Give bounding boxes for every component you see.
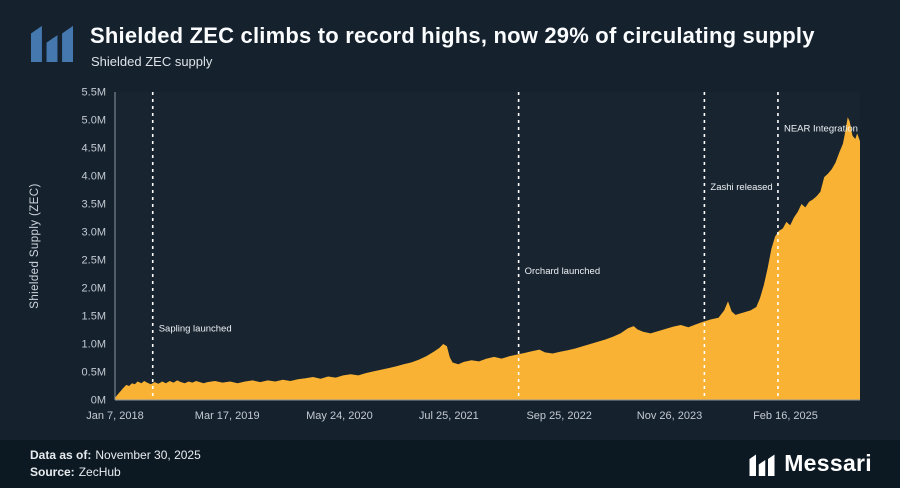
annotation-label: NEAR Integration: [784, 123, 858, 134]
y-tick-label: 2.5M: [82, 255, 106, 267]
x-tick-label: Feb 16, 2025: [753, 410, 818, 422]
chart-area: 0M 0.5M 1.0M 1.5M 2.0M 2.5M 3.0M 3.5M 4.0M 4.5M 5.…: [0, 85, 900, 430]
shielded-supply-chart: 0M 0.5M 1.0M 1.5M 2.0M 2.5M 3.0M 3.5M 4.0M 4.5M 5.…: [29, 87, 860, 422]
data-as-of-value: November 30, 2025: [95, 448, 201, 462]
annotation-label: Sapling launched: [159, 323, 232, 334]
y-tick-label: 1.5M: [82, 311, 106, 323]
footer-meta: Data as of: November 30, 2025 Source: ZecH…: [30, 447, 201, 481]
x-tick-label: Jan 7, 2018: [86, 410, 144, 422]
source: Source: ZecHub: [30, 464, 201, 481]
source-label: Source:: [30, 465, 75, 479]
y-tick-label: 2.0M: [82, 283, 106, 295]
messari-brand: Messari: [749, 450, 872, 477]
x-tick-label: May 24, 2020: [306, 410, 373, 422]
x-tick-label: Jul 25, 2021: [419, 410, 479, 422]
messari-logo-icon: [31, 25, 73, 62]
data-as-of-label: Data as of:: [30, 448, 92, 462]
source-value: ZecHub: [78, 465, 121, 479]
data-as-of: Data as of: November 30, 2025: [30, 447, 201, 464]
messari-footer-logo-icon: [749, 454, 775, 476]
footer-bar: Data as of: November 30, 2025 Source: ZecH…: [0, 440, 900, 488]
x-tick-label: Sep 25, 2022: [526, 410, 591, 422]
y-tick-label: 0.5M: [82, 367, 106, 379]
page-subtitle: Shielded ZEC supply: [91, 54, 213, 69]
y-tick-label: 5.5M: [82, 87, 106, 99]
supply-area-series: [115, 117, 860, 400]
y-tick-label: 0M: [91, 395, 106, 407]
annotation-label: Orchard launched: [525, 266, 601, 277]
y-tick-label: 4.5M: [82, 143, 106, 155]
y-tick-label: 3.0M: [82, 227, 106, 239]
y-tick-label: 3.5M: [82, 199, 106, 211]
y-tick-label: 4.0M: [82, 171, 106, 183]
page-title: Shielded ZEC climbs to record highs, now…: [90, 23, 815, 48]
x-tick-label: Nov 26, 2023: [637, 410, 702, 422]
y-tick-label: 1.0M: [82, 339, 106, 351]
messari-wordmark: Messari: [784, 450, 872, 476]
annotation-label: Zashi released: [710, 182, 772, 193]
y-axis-title: Shielded Supply (ZEC): [29, 183, 41, 308]
y-tick-label: 5.0M: [82, 115, 106, 127]
x-tick-label: Mar 17, 2019: [195, 410, 260, 422]
